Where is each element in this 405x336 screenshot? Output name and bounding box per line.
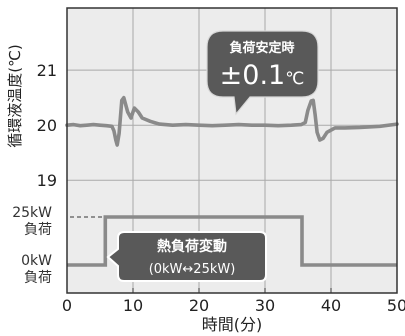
load-tick-label: 25kW	[12, 205, 52, 221]
x-tick-label: 40	[321, 296, 341, 315]
annotation-stable-load-value: ±0.1℃	[220, 60, 305, 91]
load-series-line	[67, 215, 397, 267]
series-lines	[65, 95, 399, 267]
annotation-load-change-box: 熱負荷変動 (0kW↔25kW)	[106, 231, 267, 282]
annotation-stable-load-number: ±0.1	[220, 60, 286, 91]
temperature-series-line	[65, 95, 399, 147]
y-axis-title: 循環液温度(℃)	[6, 44, 24, 148]
x-tick-label: 0	[62, 296, 72, 315]
annotation-stable-load-bubble: 負荷安定時 ±0.1℃	[206, 30, 319, 116]
x-axis-title: 時間(分)	[202, 315, 263, 334]
load-tick-label: 0kW	[21, 253, 52, 269]
load-tick-label: 負荷	[24, 222, 52, 238]
annotation-load-change-detail: (0kW↔25kW)	[149, 262, 236, 277]
annotation-load-change-shape	[106, 231, 267, 282]
annotation-load-change-title: 熱負荷変動	[157, 238, 227, 255]
annotation-stable-load-unit: ℃	[285, 69, 304, 89]
load-tick-label: 負荷	[24, 270, 52, 286]
x-tick-label: 50	[387, 296, 405, 315]
y-tick-label: 20	[37, 116, 57, 135]
annotation-stable-load-shape	[206, 30, 319, 116]
plot-frame	[66, 7, 398, 294]
y-tick-label: 19	[37, 171, 57, 190]
x-tick-label: 30	[255, 296, 275, 315]
annotation-stable-load-title: 負荷安定時	[229, 40, 294, 56]
x-tick-label: 10	[123, 296, 143, 315]
x-tick-label: 20	[189, 296, 209, 315]
y-tick-label: 21	[37, 61, 57, 80]
